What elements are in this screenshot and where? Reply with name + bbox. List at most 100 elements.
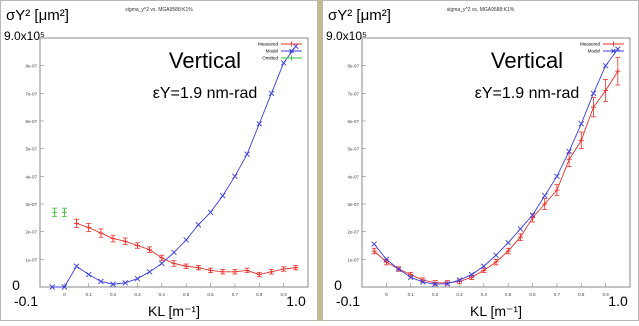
data-point (110, 281, 116, 288)
y-tick-label: 1e-07 (347, 257, 359, 262)
x-tick-label: 0.9 (281, 292, 288, 297)
y-tick-label: 4e-07 (347, 174, 359, 179)
data-point (603, 88, 609, 94)
emittance-label: εY=1.9 nm-rad (475, 85, 580, 102)
x-tick-label: 0.9 (603, 292, 610, 297)
series-omitted (52, 207, 67, 217)
legend-marker (289, 48, 294, 54)
y-tick-label: 2e-07 (25, 230, 37, 235)
legend: Measured Model Omitted (258, 41, 302, 61)
x-tick-label: 0.8 (256, 292, 263, 297)
data-point (52, 209, 58, 215)
x-tick-label: 0.7 (232, 292, 239, 297)
data-point (73, 263, 80, 270)
y-tick-label: 7e-07 (347, 91, 359, 96)
data-point (232, 269, 238, 275)
data-point (541, 192, 548, 199)
data-point (383, 259, 389, 265)
data-point (468, 271, 475, 278)
data-point (505, 248, 511, 254)
y-tick-label: 1e-07 (25, 257, 37, 262)
x-tick-label: 0.8 (578, 292, 585, 297)
data-point (49, 284, 55, 290)
data-point (195, 265, 201, 271)
x-left-label: -0.1 (14, 293, 38, 309)
data-point (444, 280, 451, 287)
data-point (61, 209, 67, 215)
data-point (122, 280, 129, 286)
legend-label: Measured (580, 42, 601, 47)
data-point (566, 157, 572, 163)
data-point (268, 269, 274, 275)
data-point (554, 187, 560, 193)
overlay-title: Vertical (491, 48, 563, 73)
data-point (590, 90, 597, 97)
x-left-label: -0.1 (336, 293, 360, 309)
y-tick-label: 7e-07 (25, 91, 37, 96)
data-point (98, 230, 104, 236)
data-point (208, 267, 214, 273)
data-point (493, 259, 499, 265)
y-tick-label: 3e-07 (25, 202, 37, 207)
data-point (232, 173, 238, 180)
y-tick-label: 5e-07 (25, 147, 37, 152)
chart-title: sigma_y^2 vs. MGA9588:K1% (447, 7, 515, 13)
x-tick-label: 0.4 (481, 292, 488, 297)
x-tick-label: 0.2 (110, 292, 117, 297)
y-zero-label: 0 (12, 277, 20, 293)
data-point (469, 274, 475, 280)
legend-label: Measured (258, 42, 279, 47)
x-tick-label: 0.1 (408, 292, 415, 297)
y-tick-label: 6e-07 (347, 119, 359, 124)
chart-left: sigma_y^2 vs. MGA9588:K1% 1e-07 2e-07 3e-07… (0, 0, 318, 321)
y-top-label: 9.0x10⁵ (4, 29, 45, 43)
data-point (158, 260, 165, 267)
data-point (256, 120, 263, 127)
chart-border (322, 0, 639, 321)
data-point (110, 236, 116, 242)
data-point (183, 237, 190, 243)
chart-panel-right: sigma_y^2 vs. MGA9588:K1% 1e-07 2e-07 3e-07… (322, 0, 639, 321)
data-point (219, 192, 226, 199)
data-point (195, 221, 202, 228)
overlay-title: Vertical (169, 48, 241, 73)
x-tick-label: 0.6 (207, 292, 214, 297)
data-point (122, 238, 128, 244)
x-tick-label: 0.5 (505, 292, 512, 297)
y-tick-label: 6e-07 (25, 119, 37, 124)
data-point (220, 269, 226, 275)
data-point (517, 226, 524, 232)
data-point (602, 62, 609, 69)
legend-label: Model (588, 49, 600, 54)
x-tick-label: 0 (63, 292, 66, 297)
y-zero-label: 0 (334, 277, 342, 293)
data-point (146, 268, 153, 275)
legend-label: Model (266, 49, 278, 54)
y-tick-label: 3e-07 (347, 202, 359, 207)
chart-right: sigma_y^2 vs. MGA9588:K1% 1e-07 2e-07 3e-07… (322, 0, 639, 321)
data-point (280, 60, 287, 66)
data-point (456, 277, 463, 283)
plot-area (39, 37, 309, 288)
data-point (578, 137, 584, 143)
data-point (61, 284, 68, 290)
x-tick-label: 0.2 (432, 292, 439, 297)
data-point (244, 267, 250, 273)
panel-divider (318, 0, 322, 321)
y-axis-label: σY² [μm²] (6, 7, 69, 24)
x-axis-label: KL [m⁻¹] (470, 303, 522, 319)
data-point (480, 263, 487, 270)
y-tick-label: 4e-07 (25, 174, 37, 179)
emittance-label: εY=1.9 nm-rad (153, 85, 258, 102)
data-point (432, 281, 438, 288)
data-point (529, 212, 536, 218)
x-tick-label: 0.7 (554, 292, 561, 297)
data-point (383, 256, 390, 263)
data-point (183, 263, 189, 269)
data-point (505, 239, 512, 246)
data-point (578, 120, 585, 127)
y-tick-label: 5e-07 (347, 147, 359, 152)
data-point (554, 173, 560, 180)
x-tick-label: 0.3 (134, 292, 141, 297)
